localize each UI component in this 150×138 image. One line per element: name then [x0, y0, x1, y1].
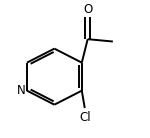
Text: N: N	[17, 84, 26, 97]
Text: O: O	[83, 3, 92, 16]
Text: Cl: Cl	[79, 111, 91, 124]
